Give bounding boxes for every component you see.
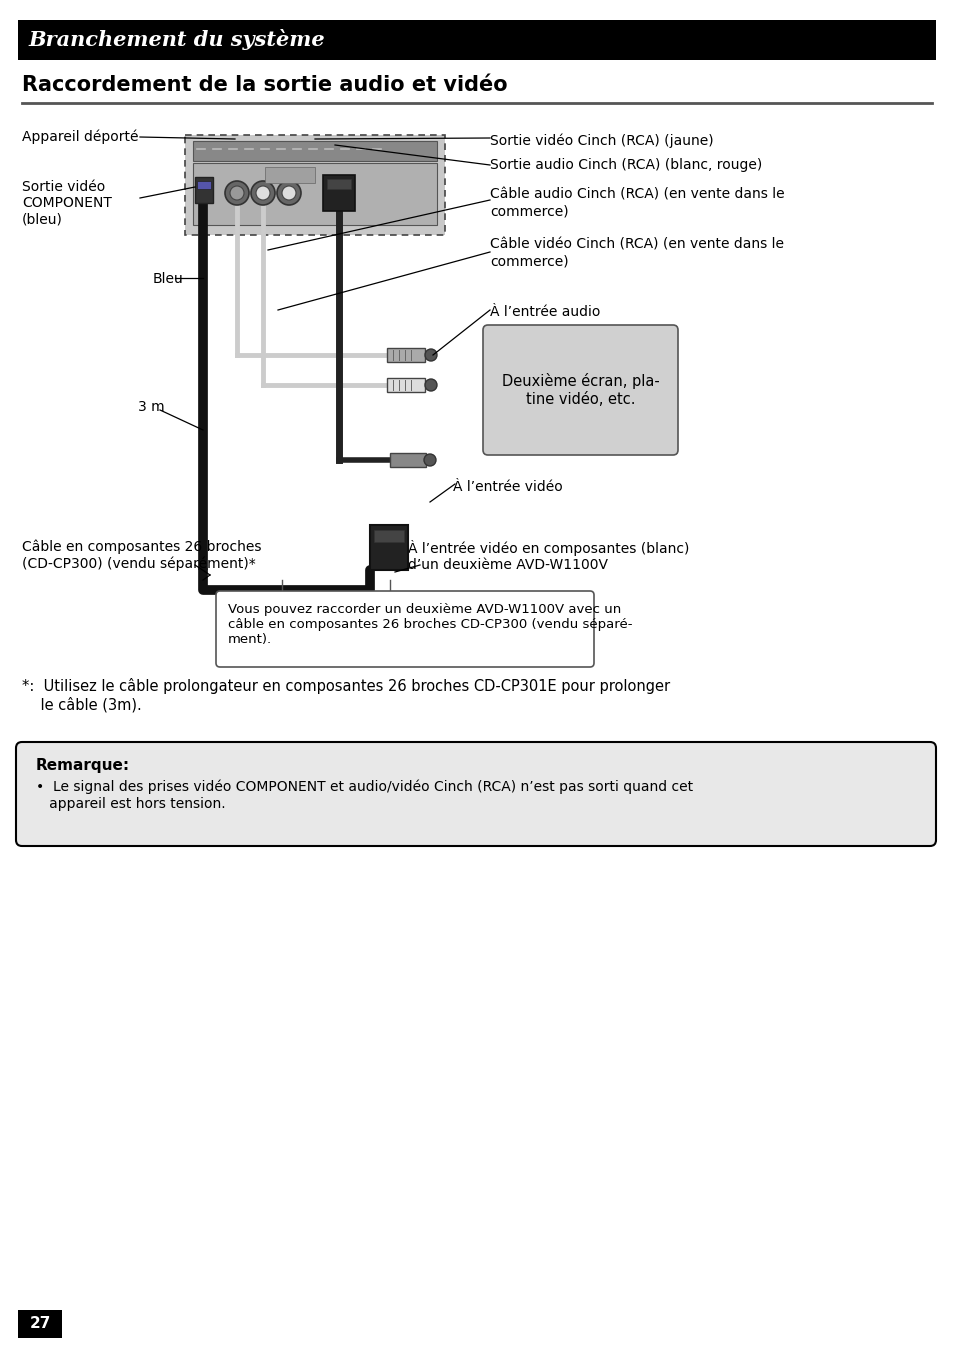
Circle shape	[230, 186, 244, 201]
Text: Deuxième écran, pla-
tine vidéo, etc.: Deuxième écran, pla- tine vidéo, etc.	[501, 373, 659, 406]
Circle shape	[225, 182, 249, 205]
Circle shape	[423, 454, 436, 466]
Bar	[265, 167, 314, 183]
Bar	[193, 163, 436, 225]
Text: Sortie vidéo
COMPONENT
(bleu): Sortie vidéo COMPONENT (bleu)	[22, 180, 112, 226]
Text: Raccordement de la sortie audio et vidéo: Raccordement de la sortie audio et vidéo	[22, 75, 507, 95]
Text: Branchement du système: Branchement du système	[28, 30, 324, 50]
Text: Vous pouvez raccorder un deuxième AVD-W1100V avec un
câble en composantes 26 bro: Vous pouvez raccorder un deuxième AVD-W1…	[228, 603, 632, 646]
Bar	[18, 20, 935, 60]
Text: Câble audio Cinch (RCA) (en vente dans le
commerce): Câble audio Cinch (RCA) (en vente dans l…	[490, 188, 783, 218]
FancyBboxPatch shape	[16, 743, 935, 846]
Circle shape	[251, 182, 274, 205]
Text: À l’entrée audio: À l’entrée audio	[490, 305, 599, 318]
Bar	[18, 1310, 62, 1337]
Text: 27: 27	[30, 1317, 51, 1332]
Circle shape	[276, 182, 301, 205]
Circle shape	[424, 350, 436, 360]
Bar	[327, 179, 351, 188]
Text: *:  Utilisez le câble prolongateur en composantes 26 broches CD-CP301E pour prol: *: Utilisez le câble prolongateur en com…	[22, 678, 669, 711]
Text: Câble en composantes 26 broches
(CD-CP300) (vendu séparément)*: Câble en composantes 26 broches (CD-CP30…	[22, 541, 261, 572]
Text: Sortie audio Cinch (RCA) (blanc, rouge): Sortie audio Cinch (RCA) (blanc, rouge)	[490, 159, 761, 172]
Circle shape	[282, 186, 295, 201]
Text: Appareil déporté: Appareil déporté	[22, 130, 138, 145]
Text: À l’entrée vidéo en composantes (blanc)
d’un deuxième AVD-W1100V: À l’entrée vidéo en composantes (blanc) …	[408, 541, 689, 572]
FancyBboxPatch shape	[215, 591, 594, 667]
Text: 3 m: 3 m	[138, 400, 165, 415]
Bar	[194, 178, 213, 203]
Bar	[387, 378, 424, 392]
Bar	[370, 524, 408, 570]
Text: Remarque:: Remarque:	[36, 757, 130, 772]
Text: Sortie vidéo Cinch (RCA) (jaune): Sortie vidéo Cinch (RCA) (jaune)	[490, 133, 713, 148]
Bar	[374, 530, 403, 542]
Bar	[193, 141, 436, 161]
Text: Câble vidéo Cinch (RCA) (en vente dans le
commerce): Câble vidéo Cinch (RCA) (en vente dans l…	[490, 238, 783, 268]
Bar	[390, 453, 426, 467]
FancyBboxPatch shape	[185, 136, 444, 234]
Text: •  Le signal des prises vidéo COMPONENT et audio/vidéo Cinch (RCA) n’est pas sor: • Le signal des prises vidéo COMPONENT e…	[36, 780, 693, 810]
Bar	[323, 175, 355, 211]
Circle shape	[255, 186, 270, 201]
Circle shape	[424, 379, 436, 392]
Bar	[196, 182, 211, 188]
Bar	[387, 348, 424, 362]
Text: À l’entrée vidéo: À l’entrée vidéo	[453, 480, 562, 495]
Text: Bleu: Bleu	[152, 272, 184, 286]
FancyBboxPatch shape	[482, 325, 678, 455]
